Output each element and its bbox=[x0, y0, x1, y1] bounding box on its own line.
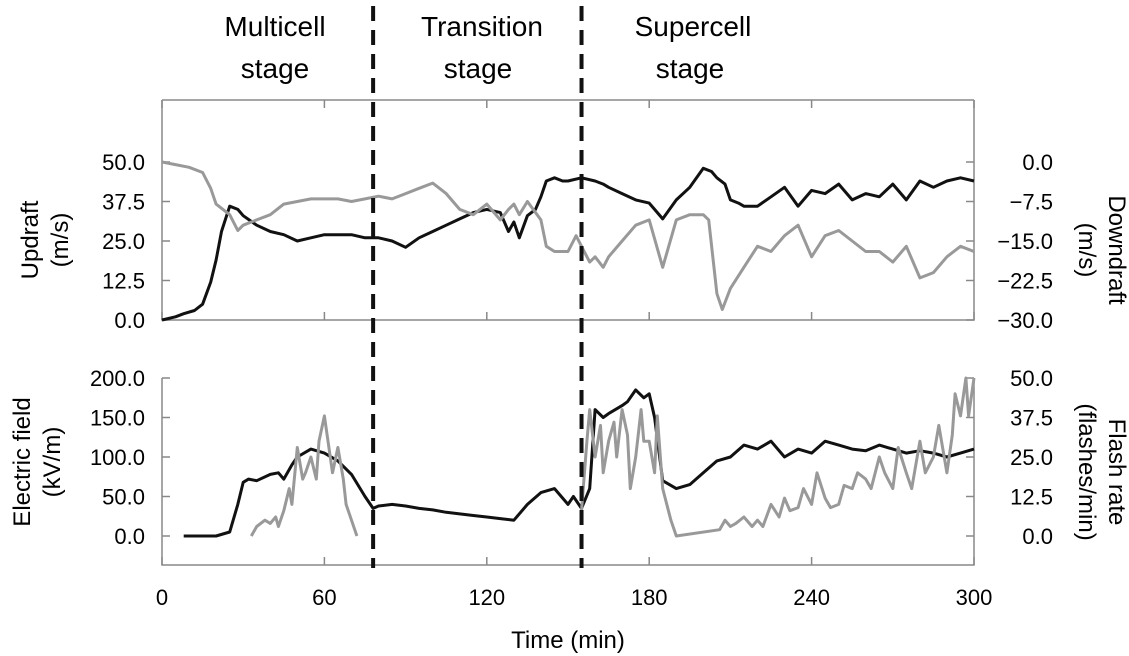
y-right-tick-label: 12.5 bbox=[1010, 485, 1053, 510]
bottom-right-ylabel-line1: Flash rate bbox=[1103, 419, 1129, 526]
x-tick-label: 300 bbox=[956, 585, 993, 610]
series-bottom-gray-line bbox=[249, 414, 359, 537]
x-tick-label: 0 bbox=[156, 585, 168, 610]
top-panel-frame bbox=[161, 100, 975, 321]
stage-supercell-line1: Supercell bbox=[635, 11, 752, 42]
x-axis-label: Time (min) bbox=[511, 627, 625, 654]
y-right-tick-label: −15.0 bbox=[997, 229, 1053, 254]
top-left-ylabel-line2: (m/s) bbox=[47, 213, 74, 268]
stage-multicell-line1: Multicell bbox=[224, 11, 325, 42]
stage-supercell-line2: stage bbox=[656, 53, 725, 84]
y-right-tick-label: 25.0 bbox=[1010, 445, 1053, 470]
tick-labels: 50.0 37.5 25.0 12.5 0.0 0.0 −7.5 −15.0 −22.5 −30.… bbox=[90, 150, 1053, 610]
y-left-tick-label: 200.0 bbox=[90, 366, 145, 391]
top-left-ylabel-line1: Updraft bbox=[17, 200, 44, 279]
top-right-ylabel-line1: Downdraft bbox=[1103, 195, 1129, 305]
y-left-tick-label: 25.0 bbox=[102, 229, 145, 254]
y-right-tick-label: 37.5 bbox=[1010, 406, 1053, 431]
y-right-tick-label: 0.0 bbox=[1022, 150, 1053, 175]
y-left-tick-label: 50.0 bbox=[102, 150, 145, 175]
y-left-tick-label: 0.0 bbox=[114, 524, 145, 549]
y-right-tick-label: −22.5 bbox=[997, 269, 1053, 294]
series-top-black-line bbox=[161, 166, 975, 322]
stage-transition-line1: Transition bbox=[421, 11, 543, 42]
y-left-tick-label: 0.0 bbox=[114, 308, 145, 333]
x-tick-label: 240 bbox=[793, 585, 830, 610]
stage-multicell-line2: stage bbox=[241, 53, 310, 84]
y-left-tick-label: 50.0 bbox=[102, 485, 145, 510]
bottom-panel-frame bbox=[161, 378, 975, 566]
y-right-tick-label: −7.5 bbox=[1010, 190, 1053, 215]
tick-marks bbox=[161, 100, 975, 565]
x-tick-label: 180 bbox=[631, 585, 668, 610]
y-left-tick-label: 150.0 bbox=[90, 406, 145, 431]
stage-headers: Multicell stage Transition stage Superce… bbox=[224, 11, 751, 84]
series-bottom-gray-line bbox=[580, 376, 976, 538]
y-right-tick-label: −30.0 bbox=[997, 308, 1053, 333]
x-tick-label: 60 bbox=[312, 585, 336, 610]
stage-transition-line2: stage bbox=[444, 53, 513, 84]
series-bottom-black-line bbox=[183, 388, 975, 538]
top-right-ylabel-line2: (m/s) bbox=[1073, 223, 1100, 278]
axis-labels: Updraft (m/s) Downdraft (m/s) Electric f… bbox=[9, 195, 1129, 654]
bottom-right-ylabel-line2: (flashes/min) bbox=[1073, 403, 1100, 540]
stage-dividers bbox=[371, 6, 584, 568]
bottom-left-ylabel-line1: Electric field bbox=[9, 397, 36, 526]
series-top-gray-line bbox=[161, 160, 975, 311]
y-left-tick-label: 37.5 bbox=[102, 190, 145, 215]
y-right-tick-label: 50.0 bbox=[1010, 366, 1053, 391]
y-left-tick-label: 12.5 bbox=[102, 269, 145, 294]
y-right-tick-label: 0.0 bbox=[1022, 524, 1053, 549]
series-lines bbox=[161, 160, 976, 538]
bottom-left-ylabel-line2: (kV/m) bbox=[39, 427, 66, 498]
axis-frames bbox=[161, 99, 975, 566]
y-left-tick-label: 100.0 bbox=[90, 445, 145, 470]
x-tick-label: 120 bbox=[468, 585, 505, 610]
